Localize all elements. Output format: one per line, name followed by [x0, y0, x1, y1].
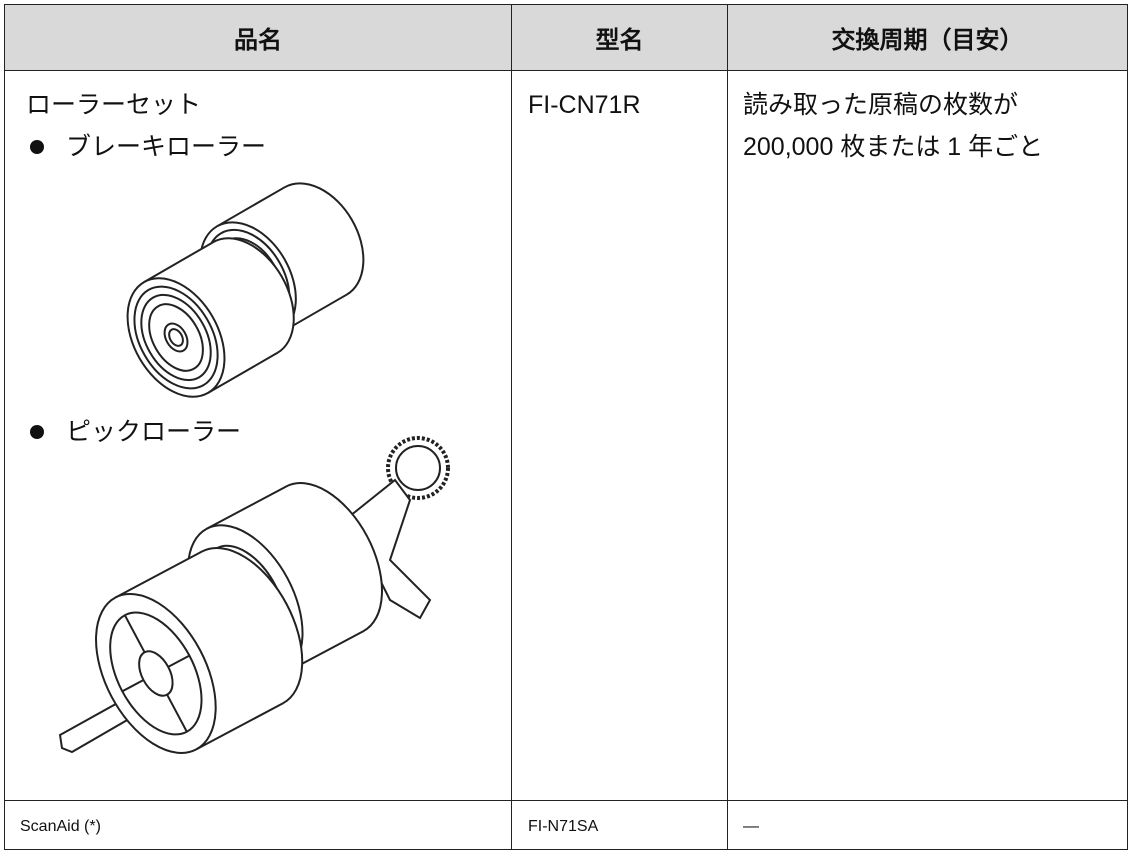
bullet [30, 425, 44, 439]
table-cell [511, 70, 728, 801]
brake-roller-illustration [126, 182, 365, 398]
item-name: ScanAid (*) [20, 818, 101, 835]
bullet-text: ピックローラー [66, 418, 242, 446]
cycle-line: — [743, 818, 759, 835]
bullet [30, 140, 44, 154]
cycle-line: 200,000 枚または 1 年ごと [743, 133, 1044, 161]
table-cell [727, 70, 1128, 801]
header-cell: 型名 [511, 4, 728, 71]
header-text: 品名 [234, 27, 282, 54]
bullet-text: ブレーキローラー [66, 133, 267, 161]
model: FI-N71SA [528, 818, 599, 835]
table-cell [727, 800, 1128, 850]
header-text: 交換周期（目安） [831, 27, 1024, 54]
header-cell: 品名 [4, 4, 512, 71]
pick-roller-illustration [58, 436, 450, 754]
cycle-line: 読み取った原稿の枚数が [743, 91, 1019, 119]
header-text: 型名 [595, 27, 644, 54]
model: FI-CN71R [528, 91, 641, 119]
item-name: ローラーセット [26, 91, 202, 119]
header-cell: 交換周期（目安） [727, 4, 1128, 71]
